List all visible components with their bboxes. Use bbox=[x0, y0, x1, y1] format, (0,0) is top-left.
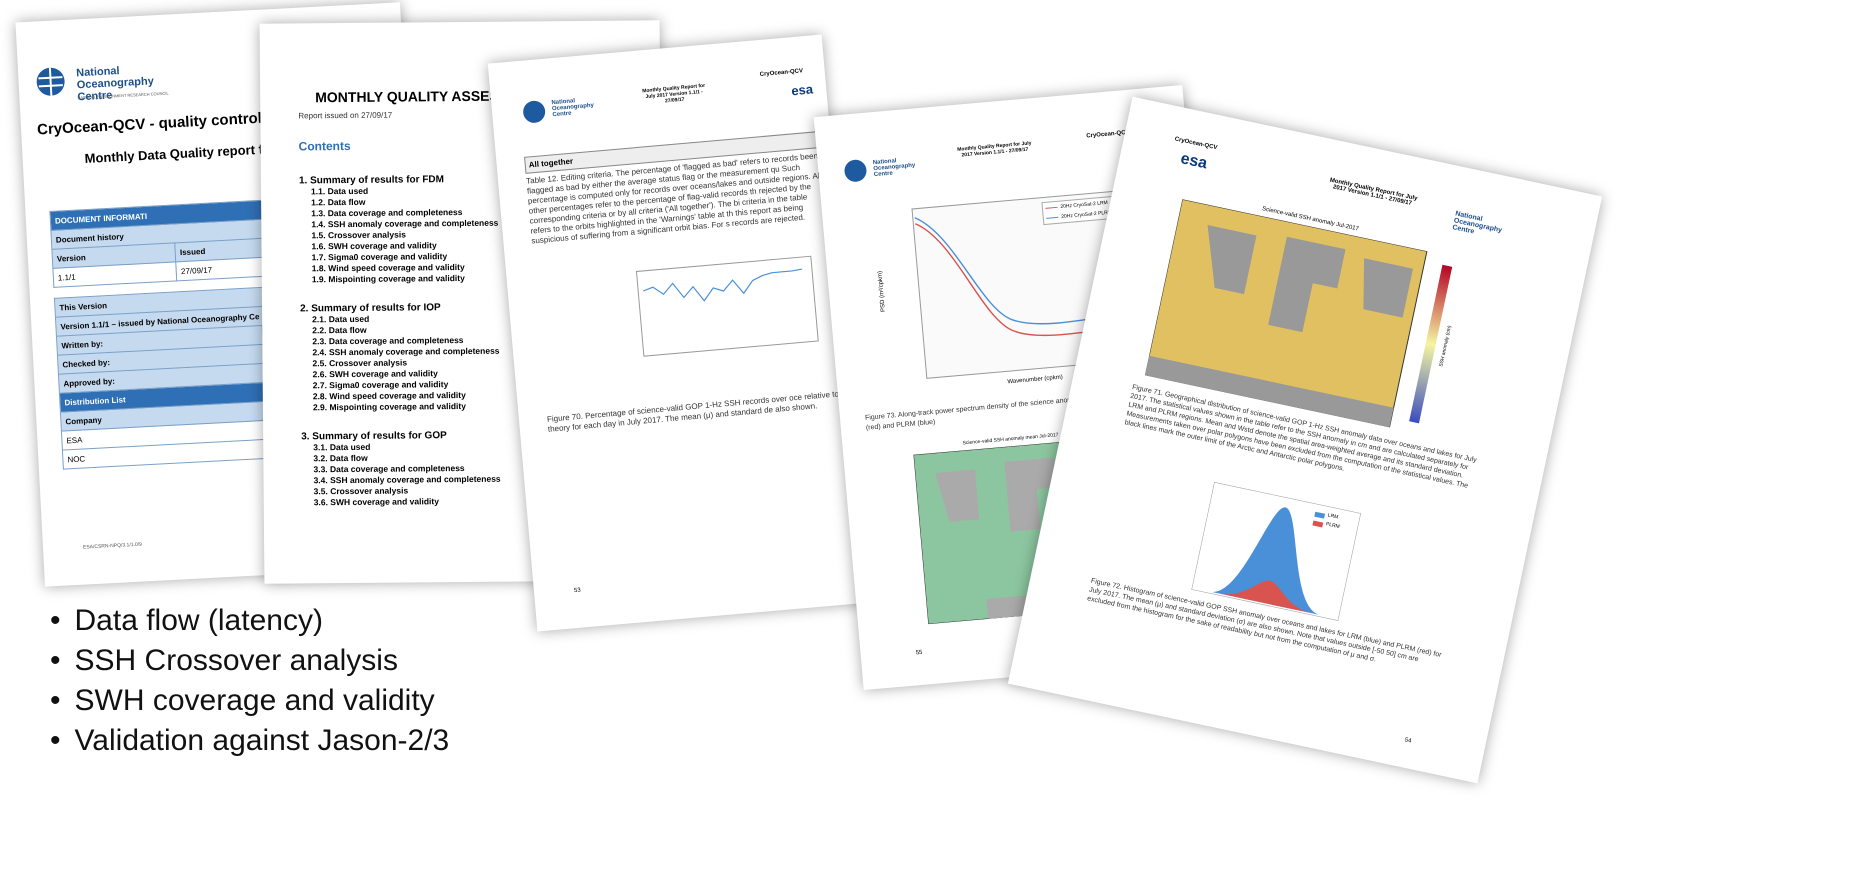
doc-footer: ESA/CSRN-NPQ/3.1/1.0/9 bbox=[83, 542, 142, 551]
bullet-item: Data flow (latency) bbox=[50, 604, 323, 638]
line-chart-figure bbox=[616, 251, 826, 388]
bullet-item: SSH Crossover analysis bbox=[50, 644, 398, 678]
page-number: 54 bbox=[1404, 737, 1412, 744]
y-axis-label: PSD (m²/cpkm) bbox=[877, 271, 887, 312]
bullet-item: Validation against Jason-2/3 bbox=[50, 724, 449, 758]
noc-logo-icon bbox=[842, 158, 870, 184]
bullet-item: SWH coverage and validity bbox=[50, 684, 435, 718]
report-header: Monthly Quality Report for July 2017 Ver… bbox=[639, 83, 710, 107]
page-number: 55 bbox=[916, 650, 923, 657]
logo-text: National Oceanography Centre bbox=[873, 155, 934, 178]
esa-logo: esa bbox=[791, 81, 814, 98]
logo-text: National Oceanography Centre bbox=[1452, 210, 1525, 245]
page-number: 53 bbox=[574, 588, 581, 595]
report-issued: Report issued on 27/09/17 bbox=[298, 111, 392, 121]
brand: CryOcean-QCV bbox=[1174, 136, 1218, 151]
logo-text: National Oceanography Centre bbox=[551, 95, 612, 118]
report-header: Monthly Quality Report for July 2017 Ver… bbox=[1328, 177, 1419, 207]
esa-logo: esa bbox=[1179, 150, 1209, 173]
doc-subtitle: Monthly Data Quality report fo bbox=[84, 141, 271, 166]
slide: National Oceanography Centre NATURAL ENV… bbox=[0, 0, 1849, 896]
histogram-figure bbox=[1191, 482, 1361, 621]
brand: CryOcean-QCV bbox=[760, 68, 804, 78]
figure-caption: Figure 70. Percentage of science-valid G… bbox=[547, 389, 848, 435]
report-header: Monthly Quality Report for July 2017 Ver… bbox=[957, 140, 1033, 158]
noc-logo-icon bbox=[34, 65, 74, 99]
noc-logo-icon bbox=[521, 98, 551, 124]
